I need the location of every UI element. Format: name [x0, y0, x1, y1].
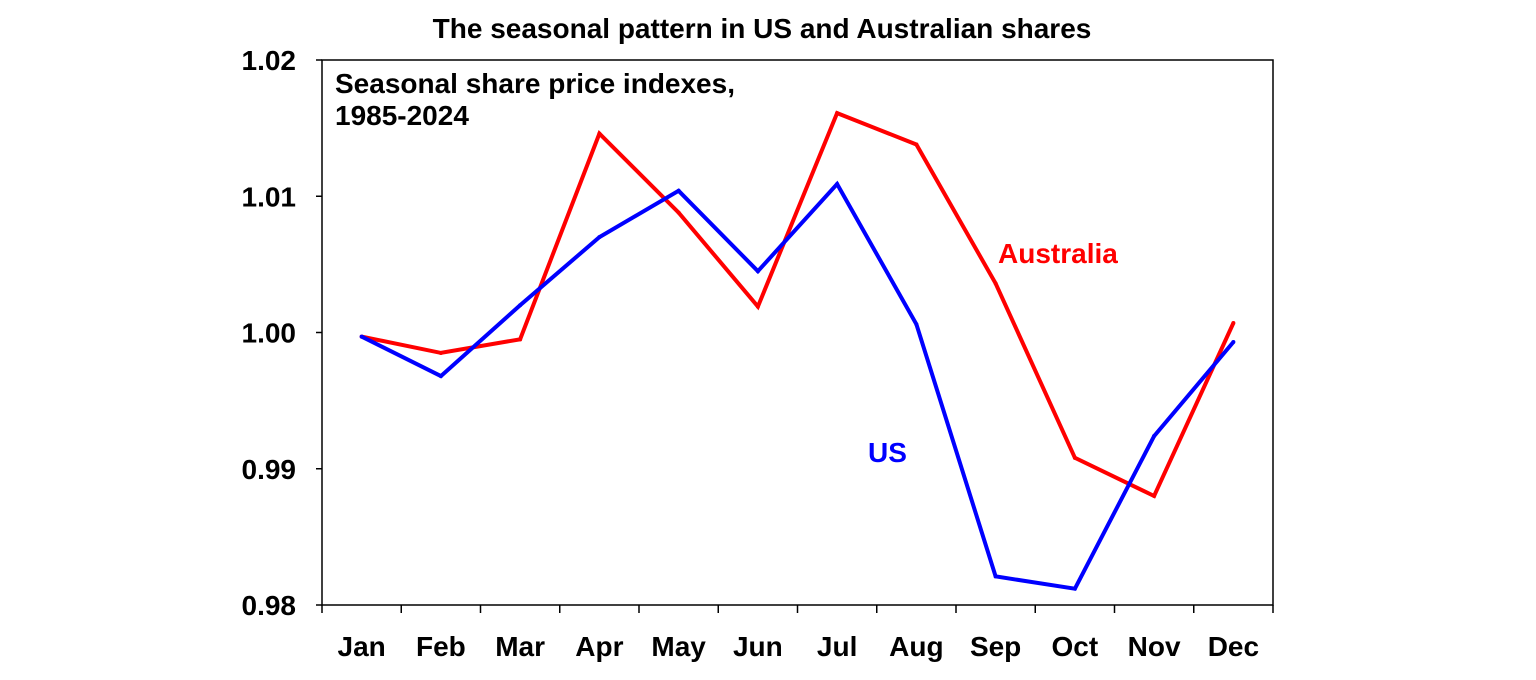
- data-point-australia-aug: [914, 142, 919, 147]
- x-tick-label: Jun: [733, 631, 783, 662]
- data-point-australia-jun: [755, 304, 760, 309]
- data-point-australia-feb: [438, 350, 443, 355]
- chart-annotation-line-2: 1985-2024: [335, 100, 469, 131]
- data-point-us-may: [676, 188, 681, 193]
- data-point-us-dec: [1231, 340, 1236, 345]
- data-point-us-aug: [914, 322, 919, 327]
- y-tick-label: 0.99: [242, 454, 297, 485]
- data-point-us-jan: [359, 334, 364, 339]
- series-label-us: US: [868, 437, 907, 468]
- y-tick-label: 0.98: [242, 590, 297, 621]
- x-tick-label: Feb: [416, 631, 466, 662]
- x-tick-label: Oct: [1052, 631, 1099, 662]
- series-layer: [359, 110, 1236, 591]
- data-point-australia-may: [676, 210, 681, 215]
- data-point-australia-jul: [835, 111, 840, 116]
- x-tick-label: Sep: [970, 631, 1021, 662]
- x-tick-label: Aug: [889, 631, 943, 662]
- series-line-us: [360, 180, 1235, 591]
- x-tick-label: Jan: [338, 631, 386, 662]
- data-point-australia-mar: [518, 337, 523, 342]
- data-point-us-oct: [1072, 586, 1077, 591]
- data-point-australia-apr: [597, 131, 602, 136]
- x-tick-label: Apr: [575, 631, 623, 662]
- data-point-us-feb: [438, 374, 443, 379]
- y-tick-label: 1.02: [242, 45, 297, 76]
- x-tick-label: May: [651, 631, 706, 662]
- series-label-australia: Australia: [998, 238, 1118, 269]
- y-axis: 0.98 0.99 1.00 1.01 1.02: [242, 45, 322, 621]
- data-point-us-mar: [518, 303, 523, 308]
- data-point-australia-dec: [1231, 320, 1236, 325]
- plot-frame: [321, 59, 1274, 606]
- data-point-australia-nov: [1152, 494, 1157, 498]
- data-point-us-jun: [755, 269, 760, 274]
- y-tick-label: 1.00: [242, 318, 297, 349]
- chart-title: The seasonal pattern in US and Australia…: [433, 13, 1092, 44]
- series-line-australia: [361, 110, 1236, 499]
- y-tick-label: 1.01: [242, 181, 297, 212]
- data-point-australia-oct: [1072, 455, 1077, 460]
- x-tick-label: Nov: [1128, 631, 1181, 662]
- x-tick-label: Mar: [495, 631, 545, 662]
- chart-annotation-line-1: Seasonal share price indexes,: [335, 68, 735, 99]
- x-tick-label: Dec: [1208, 631, 1259, 662]
- data-point-us-nov: [1152, 434, 1157, 439]
- data-point-us-jul: [835, 181, 840, 186]
- x-axis: Jan Feb Mar Apr May Jun Jul Aug Sep Oct Nov Dec: [321, 605, 1274, 662]
- data-point-us-sep: [993, 574, 998, 579]
- data-point-us-apr: [597, 235, 602, 240]
- x-tick-label: Jul: [817, 631, 857, 662]
- data-point-australia-sep: [993, 281, 998, 286]
